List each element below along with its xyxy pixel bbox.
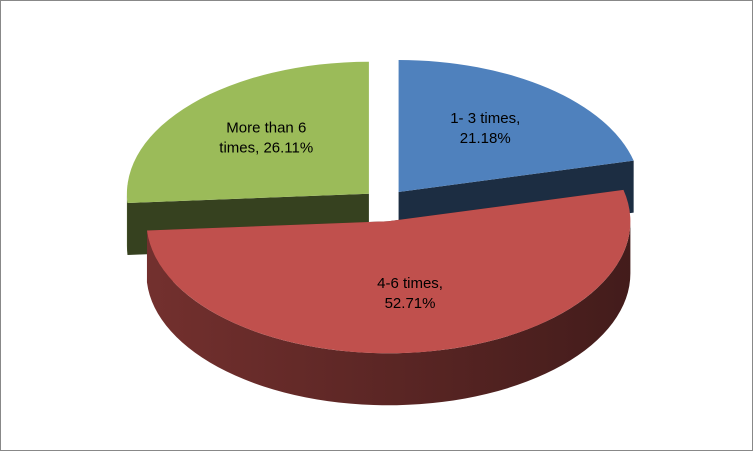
data-label: 4-6 times, 52.71% xyxy=(377,275,443,312)
data-label-line: times, 26.11% xyxy=(219,140,313,157)
slice-top xyxy=(398,60,634,193)
data-label: More than 6 times, 26.11% xyxy=(219,120,313,157)
slice-top xyxy=(146,189,631,354)
pie-slice xyxy=(146,189,631,406)
data-label-line: 52.71% xyxy=(385,295,436,312)
data-label-line: 4-6 times, xyxy=(377,275,443,292)
slice-top xyxy=(126,61,369,203)
data-label: 1- 3 times, 21.18% xyxy=(450,110,520,147)
data-label-line: 21.18% xyxy=(460,130,511,147)
data-label-line: 1- 3 times, xyxy=(450,110,520,127)
data-label-line: More than 6 xyxy=(226,120,306,137)
slice-wall xyxy=(146,221,631,406)
slice-wall xyxy=(126,193,128,255)
